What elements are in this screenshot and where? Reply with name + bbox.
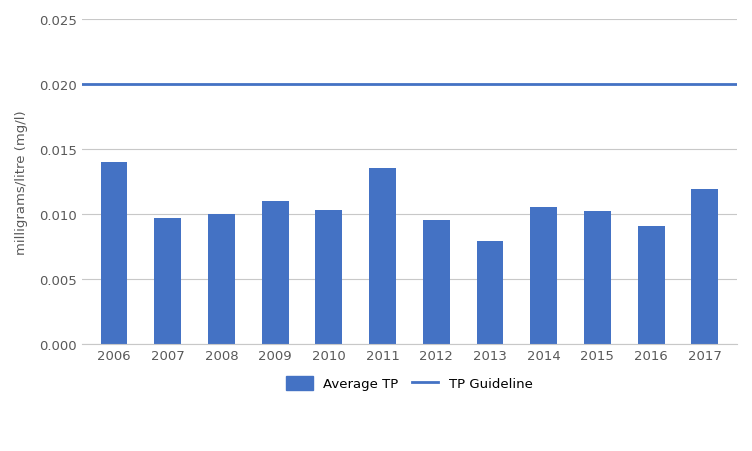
- Bar: [691, 190, 718, 344]
- Y-axis label: milligrams/litre (mg/l): milligrams/litre (mg/l): [15, 110, 28, 254]
- Bar: [154, 218, 181, 344]
- Bar: [423, 221, 450, 344]
- Bar: [208, 214, 235, 344]
- Bar: [369, 169, 396, 344]
- Bar: [101, 162, 128, 344]
- Bar: [638, 226, 665, 344]
- Bar: [530, 208, 557, 344]
- Legend: Average TP, TP Guideline: Average TP, TP Guideline: [281, 371, 538, 396]
- Bar: [262, 202, 289, 344]
- Bar: [584, 212, 611, 344]
- Bar: [477, 242, 503, 344]
- Bar: [315, 211, 342, 344]
